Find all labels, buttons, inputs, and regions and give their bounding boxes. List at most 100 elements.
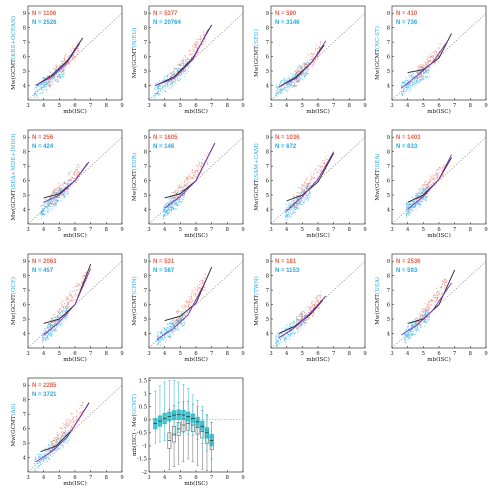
red-point <box>320 167 322 169</box>
red-point <box>179 194 181 196</box>
y-axis-label-main: Mw(GCMT <box>131 47 138 78</box>
red-point <box>72 54 74 56</box>
blue-point <box>280 338 282 341</box>
blue-point <box>51 330 53 332</box>
blue-point <box>67 183 69 185</box>
blue-point <box>179 191 181 193</box>
blue-point <box>63 72 65 74</box>
blue-point <box>416 194 418 196</box>
red-point <box>429 52 431 54</box>
x-tick-label: 3 <box>269 103 272 109</box>
blue-point <box>50 333 52 335</box>
blue-point <box>409 89 411 91</box>
blue-point <box>411 201 413 203</box>
red-point <box>175 318 177 320</box>
purple-fit-curve <box>407 154 452 210</box>
blue-point <box>171 331 174 333</box>
blue-point <box>58 74 60 77</box>
red-point <box>193 43 196 45</box>
red-point <box>54 64 56 67</box>
blue-point <box>52 333 54 335</box>
blue-point <box>287 213 290 216</box>
blue-point <box>286 80 288 82</box>
red-point <box>192 51 194 53</box>
red-point <box>421 192 423 195</box>
blue-point <box>57 325 59 327</box>
red-point <box>194 46 196 48</box>
data-layer <box>271 260 365 348</box>
y-tick-label: 5 <box>266 193 269 199</box>
red-point <box>293 205 296 207</box>
blue-point <box>283 326 286 328</box>
red-point <box>321 165 323 167</box>
y-tick-label: 8 <box>144 25 147 31</box>
blue-point <box>183 193 185 195</box>
red-point <box>318 47 321 49</box>
red-point <box>197 39 199 41</box>
blue-point <box>42 83 44 85</box>
red-point <box>58 187 60 189</box>
blue-point <box>162 217 164 219</box>
blue-point <box>165 210 167 212</box>
red-point <box>194 294 196 296</box>
red-point <box>424 191 426 193</box>
blue-point <box>406 205 408 207</box>
y-tick-label: 8 <box>23 273 26 279</box>
blue-point <box>306 194 308 196</box>
blue-point <box>409 86 411 88</box>
blue-point <box>175 328 177 330</box>
red-point <box>51 196 53 198</box>
red-point <box>185 183 187 185</box>
red-point <box>195 46 197 48</box>
red-point <box>51 325 53 327</box>
red-point <box>61 309 63 311</box>
blue-point <box>42 215 44 217</box>
red-point <box>50 318 52 320</box>
red-point <box>65 303 67 305</box>
blue-point <box>284 79 286 81</box>
x-tick-label: 4 <box>163 351 167 357</box>
red-point <box>66 305 68 307</box>
red-point <box>295 70 297 72</box>
red-point <box>306 186 308 188</box>
blue-point <box>165 211 167 213</box>
red-point <box>175 202 177 204</box>
red-point <box>432 174 434 176</box>
x-tick-label: 4 <box>406 103 410 109</box>
blue-point <box>406 209 408 211</box>
blue-point <box>43 83 45 85</box>
blue-point <box>65 319 67 321</box>
blue-point <box>54 197 56 199</box>
blue-point <box>408 205 410 207</box>
blue-point <box>277 335 280 337</box>
red-point <box>79 285 81 287</box>
black-fit-curve <box>278 44 325 88</box>
red-point <box>56 65 58 67</box>
blue-point <box>170 321 172 323</box>
x-axis-label: mb(ISC) <box>427 108 451 115</box>
blue-point <box>167 202 169 204</box>
x-tick-label: 6 <box>194 227 197 233</box>
x-tick-label: 4 <box>285 227 289 233</box>
blue-point <box>42 201 44 203</box>
blue-point <box>41 209 44 211</box>
y-tick-label: 7 <box>144 164 147 170</box>
red-point <box>193 289 195 291</box>
red-point <box>51 191 54 193</box>
red-point <box>179 319 181 321</box>
blue-point <box>63 319 65 321</box>
red-point <box>297 192 299 194</box>
blue-point <box>181 189 183 191</box>
blue-point <box>170 204 172 206</box>
red-point <box>177 309 179 311</box>
red-point <box>418 197 420 200</box>
red-point <box>64 55 66 57</box>
red-point <box>307 319 309 321</box>
red-point <box>169 76 171 78</box>
red-point <box>62 60 64 63</box>
y-tick-label: 7 <box>387 40 390 46</box>
red-point <box>62 301 64 303</box>
red-point <box>76 175 78 177</box>
red-point <box>197 53 199 55</box>
